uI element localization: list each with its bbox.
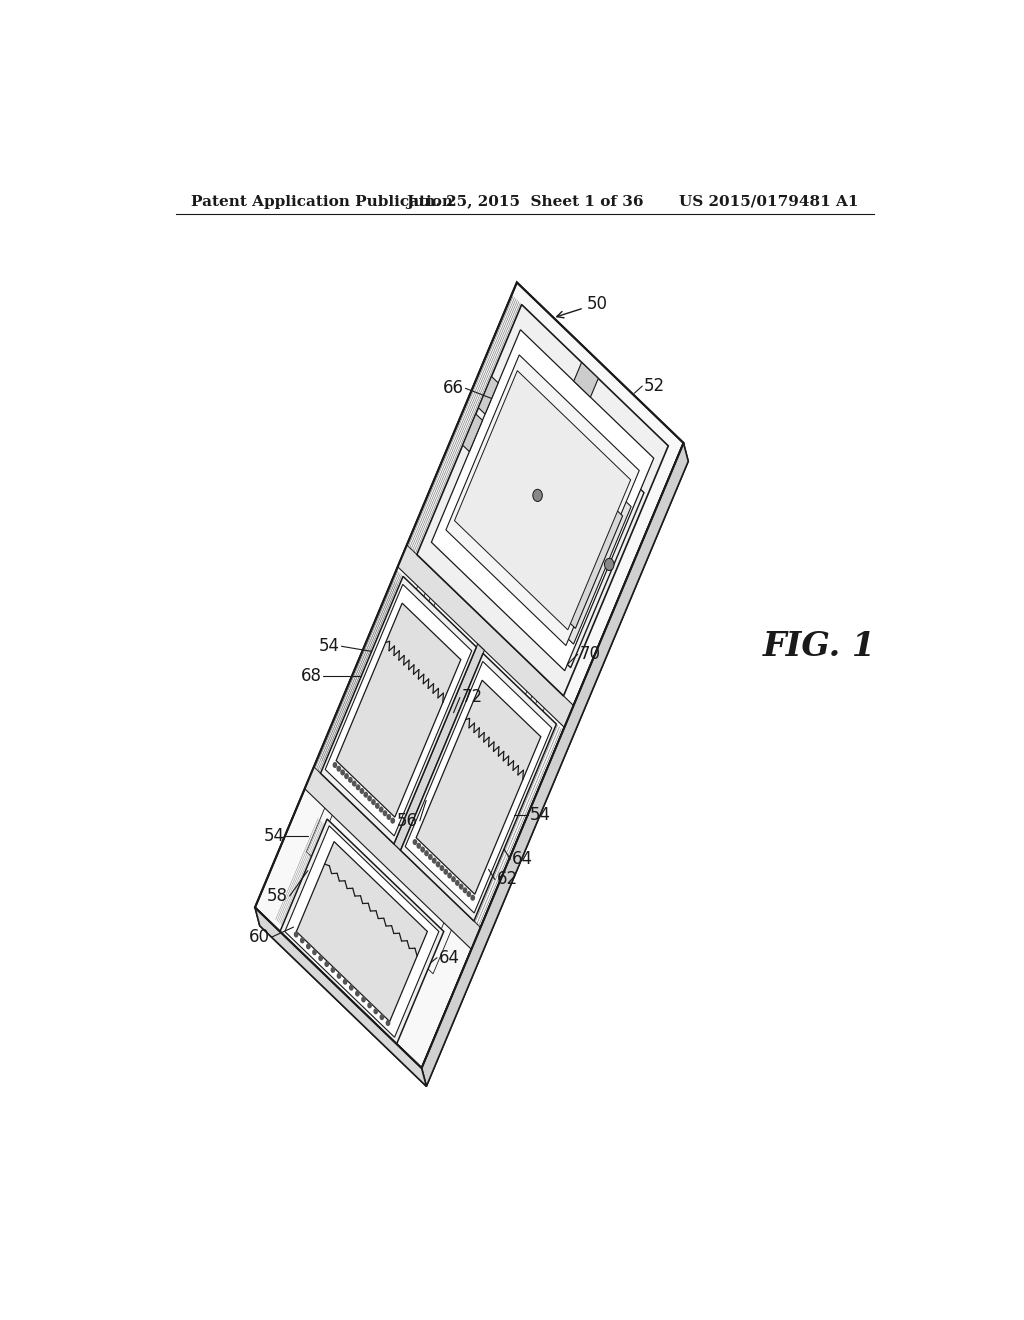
Circle shape xyxy=(443,869,449,875)
Text: 54: 54 xyxy=(529,805,551,824)
Text: Jun. 25, 2015  Sheet 1 of 36: Jun. 25, 2015 Sheet 1 of 36 xyxy=(407,195,643,209)
Polygon shape xyxy=(573,363,598,397)
Circle shape xyxy=(333,762,337,768)
Text: 72: 72 xyxy=(462,689,482,706)
Text: 64: 64 xyxy=(438,949,460,966)
Circle shape xyxy=(312,949,316,956)
Circle shape xyxy=(420,846,425,853)
Polygon shape xyxy=(397,545,573,727)
Polygon shape xyxy=(296,842,427,1022)
Circle shape xyxy=(343,978,347,985)
Circle shape xyxy=(294,932,299,937)
Circle shape xyxy=(371,799,376,805)
Polygon shape xyxy=(416,680,541,894)
Polygon shape xyxy=(555,496,623,628)
Circle shape xyxy=(463,887,467,894)
Circle shape xyxy=(361,997,366,1002)
Polygon shape xyxy=(321,577,476,843)
Polygon shape xyxy=(422,444,688,1086)
Circle shape xyxy=(383,810,387,816)
Circle shape xyxy=(455,880,460,886)
Polygon shape xyxy=(463,414,482,451)
Circle shape xyxy=(348,776,352,783)
Text: 56: 56 xyxy=(397,812,418,830)
Circle shape xyxy=(470,895,475,900)
Circle shape xyxy=(451,876,456,882)
Circle shape xyxy=(337,766,341,772)
Circle shape xyxy=(459,883,464,890)
Polygon shape xyxy=(394,644,484,850)
Circle shape xyxy=(379,807,384,813)
Circle shape xyxy=(467,891,471,898)
Text: US 2015/0179481 A1: US 2015/0179481 A1 xyxy=(679,195,858,209)
Polygon shape xyxy=(255,907,426,1086)
Circle shape xyxy=(355,990,359,997)
Polygon shape xyxy=(305,767,480,949)
Circle shape xyxy=(352,780,356,787)
Polygon shape xyxy=(455,371,631,630)
Circle shape xyxy=(349,985,353,991)
Text: 64: 64 xyxy=(512,850,532,869)
Circle shape xyxy=(344,774,349,779)
Circle shape xyxy=(435,862,440,867)
Text: FIG. 1: FIG. 1 xyxy=(763,630,876,663)
Circle shape xyxy=(447,873,452,879)
Polygon shape xyxy=(406,661,552,913)
Circle shape xyxy=(375,803,380,809)
Polygon shape xyxy=(285,826,439,1038)
Text: 60: 60 xyxy=(249,928,269,946)
Circle shape xyxy=(604,558,614,570)
Circle shape xyxy=(413,840,418,845)
Circle shape xyxy=(340,770,345,775)
Polygon shape xyxy=(280,818,443,1044)
Circle shape xyxy=(306,944,310,949)
Polygon shape xyxy=(547,480,631,644)
Circle shape xyxy=(359,788,365,795)
Circle shape xyxy=(374,1008,378,1014)
Circle shape xyxy=(325,961,329,968)
Text: 54: 54 xyxy=(318,638,340,655)
Circle shape xyxy=(355,784,360,791)
Circle shape xyxy=(417,842,421,849)
Polygon shape xyxy=(534,457,644,668)
Text: 66: 66 xyxy=(442,379,464,397)
Text: 50: 50 xyxy=(557,294,607,318)
Circle shape xyxy=(380,1014,384,1020)
Circle shape xyxy=(337,973,341,979)
Circle shape xyxy=(439,865,444,871)
Circle shape xyxy=(331,966,335,973)
Polygon shape xyxy=(417,305,669,696)
Polygon shape xyxy=(478,376,498,414)
Polygon shape xyxy=(422,444,688,1086)
Text: Patent Application Publication: Patent Application Publication xyxy=(191,195,454,209)
Circle shape xyxy=(386,814,391,820)
Polygon shape xyxy=(326,585,472,836)
Text: 54: 54 xyxy=(263,828,285,845)
Circle shape xyxy=(424,850,429,857)
Circle shape xyxy=(364,792,369,797)
Circle shape xyxy=(368,1002,372,1008)
Polygon shape xyxy=(431,330,653,671)
Circle shape xyxy=(390,817,395,824)
Polygon shape xyxy=(445,355,639,645)
Circle shape xyxy=(368,796,372,801)
Polygon shape xyxy=(255,907,426,1086)
Circle shape xyxy=(318,956,323,961)
Text: 70: 70 xyxy=(580,645,600,664)
Polygon shape xyxy=(400,653,556,921)
Text: 68: 68 xyxy=(300,668,322,685)
Circle shape xyxy=(386,1020,390,1026)
Circle shape xyxy=(432,858,436,863)
Circle shape xyxy=(300,937,305,944)
Polygon shape xyxy=(336,603,461,817)
Text: 62: 62 xyxy=(497,870,517,888)
Text: 52: 52 xyxy=(644,378,665,395)
Circle shape xyxy=(428,854,433,861)
Polygon shape xyxy=(255,282,684,1068)
Circle shape xyxy=(532,490,543,502)
Text: 58: 58 xyxy=(267,887,288,906)
